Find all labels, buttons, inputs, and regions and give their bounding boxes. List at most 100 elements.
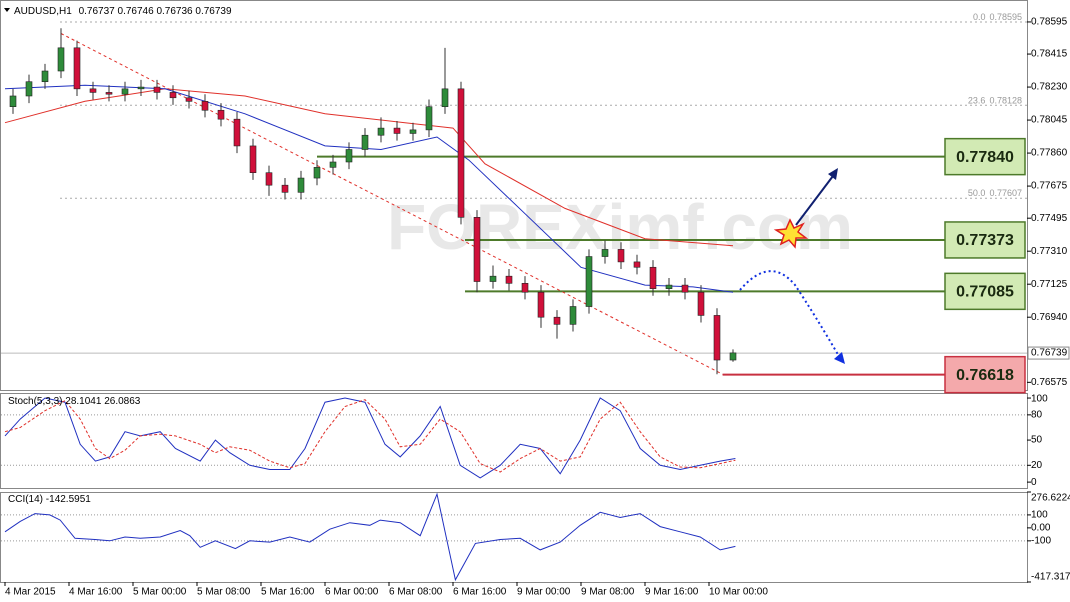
candle-body bbox=[153, 86, 161, 93]
candle-body bbox=[297, 177, 305, 193]
fib-level: 23.6 bbox=[968, 96, 986, 106]
indicator-name: CCI(14) bbox=[8, 494, 43, 505]
fib-level: 0.0 bbox=[973, 12, 986, 22]
x-tick-label: 6 Mar 00:00 bbox=[325, 587, 379, 598]
candle-body bbox=[41, 70, 49, 83]
fib-label: 50.0 0.77607 bbox=[968, 189, 1022, 199]
x-tick-label: 6 Mar 16:00 bbox=[453, 587, 507, 598]
x-tick-label: 10 Mar 00:00 bbox=[709, 587, 768, 598]
moving-average bbox=[4, 84, 734, 293]
arrow-head bbox=[834, 352, 845, 364]
candle-body bbox=[313, 167, 321, 179]
x-tick-label: 9 Mar 16:00 bbox=[645, 587, 699, 598]
candle-body bbox=[169, 92, 177, 99]
candle-body bbox=[361, 134, 369, 150]
up-arrow bbox=[795, 171, 837, 226]
y-tick-label: 80 bbox=[1031, 409, 1043, 420]
level-label: 0.76618 bbox=[956, 367, 1014, 384]
trendline bbox=[60, 33, 723, 375]
candle-body bbox=[569, 306, 577, 325]
close: 0.76739 bbox=[195, 6, 232, 17]
indicator-name: Stoch(5,3,3) bbox=[8, 396, 62, 407]
candle-body bbox=[521, 283, 529, 293]
high: 0.76746 bbox=[118, 6, 155, 17]
y-tick-label: 0.77495 bbox=[1031, 213, 1068, 224]
candle-body bbox=[345, 149, 353, 163]
indicator-line bbox=[4, 492, 736, 582]
y-tick-label: 0.77310 bbox=[1031, 246, 1068, 257]
y-tick-label: 276.6224 bbox=[1031, 493, 1070, 504]
menu-arrow bbox=[4, 8, 10, 12]
panel-frame bbox=[0, 393, 1028, 489]
y-tick-label: 0.76940 bbox=[1031, 312, 1068, 323]
indicator-line bbox=[4, 399, 736, 473]
candle-body bbox=[137, 86, 145, 90]
candle-body bbox=[25, 81, 33, 97]
fib-price: 0.78595 bbox=[989, 12, 1022, 22]
y-tick-label: 20 bbox=[1031, 460, 1043, 471]
y-tick-label: 0.77860 bbox=[1031, 148, 1068, 159]
candle-body bbox=[729, 352, 737, 361]
burst-icon bbox=[773, 218, 809, 249]
y-tick-label: 100 bbox=[1031, 394, 1048, 405]
y-tick-label: 50 bbox=[1031, 435, 1043, 446]
candle-body bbox=[489, 275, 497, 282]
x-tick-label: 5 Mar 08:00 bbox=[197, 587, 251, 598]
moving-average bbox=[4, 88, 734, 247]
y-tick-label: 0.78595 bbox=[1031, 17, 1068, 28]
candle-body bbox=[457, 88, 465, 218]
level-box bbox=[944, 137, 1026, 176]
candle-body bbox=[409, 129, 417, 134]
fib-price: 0.77607 bbox=[989, 189, 1022, 199]
level-label: 0.77373 bbox=[956, 232, 1014, 249]
candle-body bbox=[441, 88, 449, 107]
y-tick-label: 100 bbox=[1031, 510, 1048, 521]
current-price-label: 0.76739 bbox=[1031, 348, 1068, 359]
candle-body bbox=[393, 127, 401, 134]
candle-body bbox=[585, 256, 593, 307]
indicator-line bbox=[4, 397, 736, 479]
level-label: 0.77840 bbox=[956, 149, 1014, 166]
candle-body bbox=[249, 145, 257, 173]
candle-body bbox=[377, 127, 385, 136]
x-tick-label: 9 Mar 08:00 bbox=[581, 587, 635, 598]
low: 0.76736 bbox=[156, 6, 193, 17]
candle-body bbox=[233, 118, 241, 147]
candle-body bbox=[281, 184, 289, 193]
x-tick-label: 6 Mar 08:00 bbox=[389, 587, 443, 598]
candle-body bbox=[681, 284, 689, 293]
candle-body bbox=[329, 161, 337, 168]
candle-body bbox=[649, 266, 657, 289]
candle-body bbox=[105, 92, 113, 95]
y-tick-label: 0 bbox=[1031, 477, 1037, 488]
candle-body bbox=[601, 249, 609, 257]
candle-body bbox=[473, 217, 481, 282]
candle-body bbox=[201, 101, 209, 111]
candle-body bbox=[553, 316, 561, 325]
candle-body bbox=[265, 172, 273, 186]
candle-body bbox=[57, 47, 65, 72]
y-tick-label: 0.76575 bbox=[1031, 377, 1068, 388]
y-tick-label: 0.00 bbox=[1031, 523, 1051, 534]
current-price-box bbox=[1027, 346, 1070, 360]
candle-body bbox=[537, 291, 545, 318]
y-tick-label: 0.77675 bbox=[1031, 181, 1068, 192]
cci-value: -142.5951 bbox=[46, 494, 91, 505]
y-tick-label: 0.78045 bbox=[1031, 115, 1068, 126]
candle-body bbox=[665, 284, 673, 289]
cci-header: CCI(14) -142.5951 bbox=[8, 494, 91, 505]
arrow-head bbox=[828, 168, 838, 180]
candle-body bbox=[697, 291, 705, 316]
main-header: AUDUSD,H1 0.76737 0.76746 0.76736 0.7673… bbox=[14, 6, 232, 17]
y-tick-label: -417.3172 bbox=[1031, 572, 1070, 583]
panel-frame bbox=[0, 0, 1028, 391]
x-tick-label: 5 Mar 00:00 bbox=[133, 587, 187, 598]
panel-frame bbox=[0, 492, 1028, 583]
candle-body bbox=[73, 47, 81, 90]
candle-body bbox=[617, 249, 625, 263]
candle-body bbox=[185, 97, 193, 102]
